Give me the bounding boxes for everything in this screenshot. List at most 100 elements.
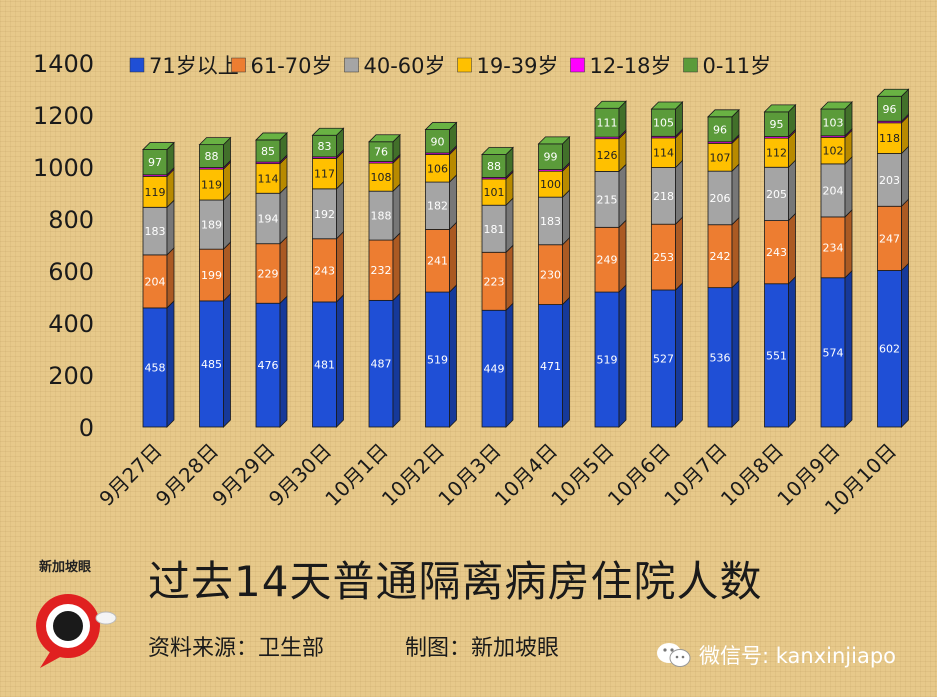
- data-label: 96: [713, 123, 727, 136]
- data-label: 241: [427, 255, 448, 268]
- bar-side: [505, 302, 514, 428]
- bar-side: [844, 208, 853, 279]
- bar-segment: [820, 216, 846, 279]
- bar-segment: [877, 153, 902, 207]
- data-label: 118: [879, 132, 900, 145]
- bar-side: [392, 232, 401, 302]
- bar-segment: [425, 154, 450, 183]
- bar-side: [166, 199, 175, 256]
- bar-segment: [312, 188, 337, 240]
- data-label: 218: [653, 190, 674, 203]
- data-label: 111: [597, 117, 618, 130]
- bar-side: [788, 212, 796, 285]
- data-label: 247: [879, 232, 900, 245]
- bar-top: [650, 101, 684, 110]
- data-label: 108: [371, 171, 392, 184]
- y-tick-label: 1000: [33, 154, 94, 182]
- bar-side: [449, 284, 457, 428]
- legend-swatch: [683, 57, 698, 73]
- bar-top: [763, 104, 797, 113]
- data-label: 88: [205, 150, 219, 163]
- bar-segment: [142, 254, 168, 309]
- data-label: 107: [710, 151, 731, 164]
- bar-segment: [820, 108, 846, 137]
- bar-side: [166, 246, 175, 309]
- data-label: 230: [540, 269, 561, 282]
- legend-label: 40-60岁: [364, 54, 446, 78]
- data-label: 99: [544, 151, 558, 164]
- bar-side: [844, 155, 853, 218]
- bar-side: [788, 159, 796, 222]
- bar-side: [279, 235, 288, 305]
- bar-segment: [312, 301, 337, 428]
- data-label: 100: [540, 178, 561, 191]
- wechat-text: 微信号: kanxinjiapo: [699, 644, 897, 668]
- bar-side: [731, 216, 740, 289]
- bar-top: [876, 88, 910, 97]
- data-label: 117: [314, 168, 335, 181]
- bar-segment: [594, 107, 620, 138]
- bar-side: [844, 269, 853, 428]
- bar-side: [449, 174, 457, 231]
- bar-side: [788, 275, 796, 428]
- logo-icon: [36, 594, 117, 668]
- data-label: 229: [258, 267, 279, 280]
- data-label: 194: [258, 212, 279, 225]
- data-label: 476: [258, 359, 279, 372]
- data-label: 471: [540, 360, 561, 373]
- data-label: 192: [314, 208, 335, 221]
- bar-segment: [594, 226, 620, 293]
- bar-side: [618, 219, 627, 294]
- data-label: 119: [201, 179, 222, 192]
- y-tick-label: 1400: [33, 50, 94, 78]
- data-label: 206: [710, 192, 731, 205]
- data-label: 114: [653, 147, 674, 160]
- bar-segment: [764, 166, 789, 221]
- data-label: 101: [484, 186, 505, 199]
- data-label: 83: [318, 140, 332, 153]
- bar-side: [562, 296, 570, 428]
- bar-segment: [594, 291, 620, 428]
- data-label: 96: [883, 103, 897, 116]
- data-label: 487: [371, 358, 392, 371]
- data-label: 481: [314, 358, 335, 371]
- legend-label: 0-11岁: [703, 54, 772, 78]
- data-label: 204: [823, 184, 844, 197]
- bar-top: [707, 109, 740, 118]
- bar-segment: [594, 171, 620, 228]
- bar-segment: [199, 168, 224, 201]
- bar-segment: [368, 190, 394, 241]
- bar-side: [618, 163, 627, 229]
- bar-side: [279, 185, 288, 245]
- data-label: 249: [597, 254, 618, 267]
- bar-top: [311, 127, 345, 136]
- bar-side: [901, 145, 909, 208]
- data-label: 189: [201, 219, 222, 232]
- bar-top: [481, 147, 514, 155]
- bar-side: [505, 244, 514, 312]
- bar-segment: [199, 199, 224, 250]
- bar-side: [336, 180, 344, 240]
- y-tick-label: 200: [48, 362, 94, 390]
- bar-segment: [538, 170, 563, 198]
- data-label: 234: [823, 241, 844, 254]
- wechat-icon: [657, 643, 691, 667]
- data-label: 76: [374, 146, 388, 159]
- source-text: 资料来源：卫生部: [148, 636, 325, 661]
- data-label: 485: [201, 358, 222, 371]
- bar-side: [675, 159, 683, 226]
- bar-segment: [538, 244, 563, 305]
- bar-side: [166, 299, 175, 428]
- legend-label: 19-39岁: [477, 54, 559, 78]
- bar-side: [731, 163, 740, 226]
- bar-segment: [820, 163, 846, 218]
- logo-text: 新加坡眼: [38, 560, 91, 575]
- bar-segment: [707, 170, 733, 226]
- bar-side: [505, 197, 514, 254]
- data-label: 85: [261, 145, 275, 158]
- bar-segment: [538, 196, 563, 246]
- y-tick-label: 1200: [33, 102, 94, 130]
- maker-text: 制图：新加坡眼: [405, 636, 560, 661]
- legend-swatch: [570, 57, 585, 73]
- data-label: 90: [431, 135, 445, 148]
